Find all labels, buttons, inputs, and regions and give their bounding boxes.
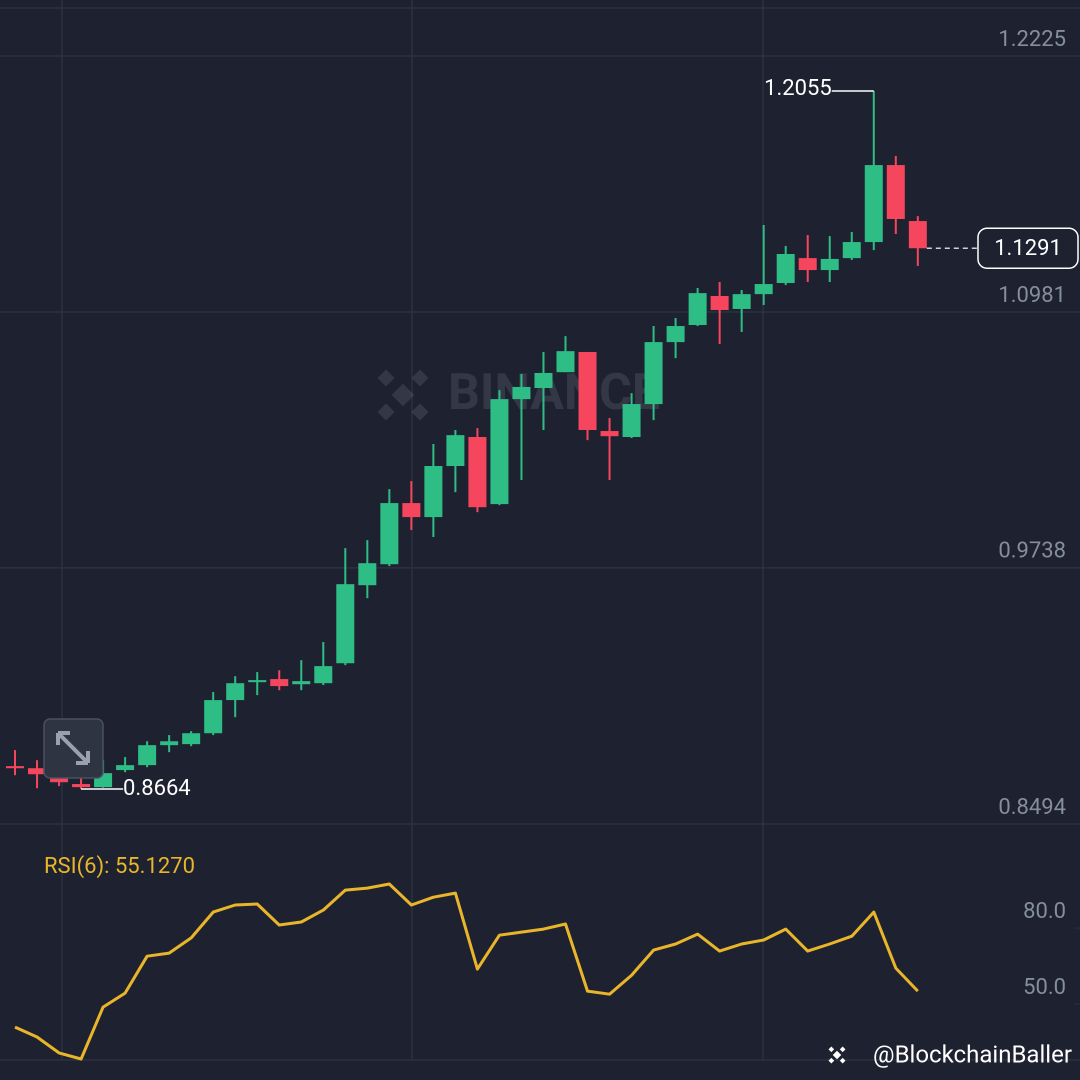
candle-body (776, 253, 795, 284)
candle-body (820, 258, 839, 271)
candle-body (116, 765, 135, 771)
candle-body (226, 683, 245, 701)
y-tick-label: 0.9738 (998, 539, 1066, 564)
y-tick-label: 1.2225 (998, 27, 1066, 52)
candle-body (908, 221, 927, 249)
candle-body (160, 741, 179, 746)
candle-body (512, 386, 531, 400)
candle-body (138, 745, 157, 766)
candle-body (688, 293, 707, 326)
candle-body (336, 584, 355, 664)
candle-body (534, 372, 553, 389)
candle-body (248, 680, 267, 683)
y-tick-label: 0.8494 (998, 795, 1066, 820)
candle-body (600, 431, 619, 437)
candle-body (490, 399, 509, 505)
candle-body (72, 784, 91, 788)
candle-body (798, 258, 817, 271)
candle-body (666, 326, 685, 343)
credit-group: @BlockchainBaller (828, 1040, 1072, 1068)
candle-body (314, 666, 333, 684)
candle-body (468, 436, 487, 508)
candle-body (28, 768, 47, 775)
expand-icon (56, 731, 90, 765)
price-box (977, 227, 1079, 269)
candle-body (446, 435, 465, 467)
candle-body (204, 700, 223, 734)
y-tick-label: 80.0 (1023, 899, 1066, 924)
candle-body (50, 778, 69, 783)
candle-body (622, 404, 641, 437)
candle-body (710, 295, 729, 310)
candle-body (402, 503, 421, 518)
rsi-line (14, 882, 919, 1061)
y-tick-label: 1.0981 (998, 283, 1066, 308)
candle-body (292, 681, 311, 685)
low-label: 0.8664 (123, 776, 191, 801)
candle-body (270, 679, 289, 687)
credit: @BlockchainBaller (873, 1040, 1072, 1068)
candle-body (886, 165, 905, 219)
candle-body (380, 503, 399, 565)
candle-body (556, 351, 575, 373)
candle-body (864, 165, 883, 243)
candle-body (182, 733, 201, 745)
price-label: 1.1291 (994, 236, 1062, 261)
y-tick-label: 50.0 (1023, 975, 1066, 1000)
high-label: 1.2055 (764, 76, 832, 101)
candle-body (358, 563, 377, 586)
candle-body (842, 242, 861, 259)
candle-body (754, 284, 773, 295)
candle-body (644, 342, 663, 405)
candle-body (6, 766, 24, 769)
candle-body (424, 466, 443, 518)
expand-button[interactable] (43, 718, 104, 779)
indicator-title: RSI(6): 55.1270 (44, 854, 195, 879)
candle-body (732, 294, 751, 309)
candle-body (578, 351, 597, 430)
